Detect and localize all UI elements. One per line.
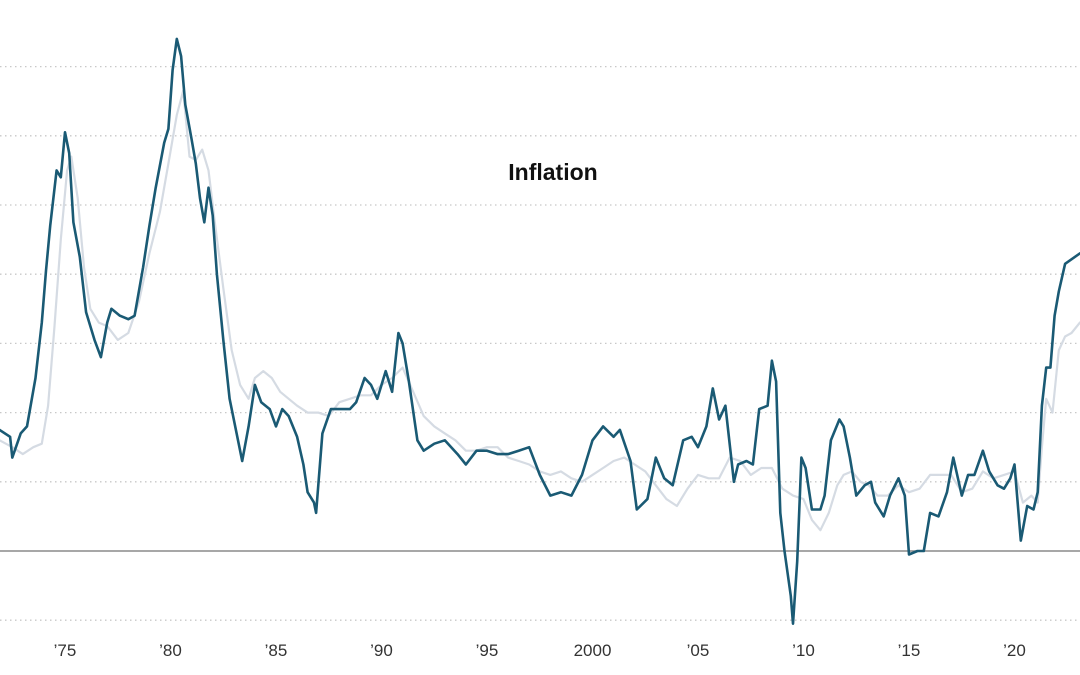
x-tick-label: ’95 <box>476 641 499 660</box>
x-tick-label: ’10 <box>792 641 815 660</box>
x-tick-label: 2000 <box>574 641 612 660</box>
x-tick-label: ’05 <box>687 641 710 660</box>
gridlines <box>0 65 1080 621</box>
x-tick-label: ’15 <box>898 641 921 660</box>
chart-title: Inflation <box>508 159 597 185</box>
x-tick-label: ’85 <box>265 641 288 660</box>
x-tick-label: ’20 <box>1003 641 1026 660</box>
x-tick-label: ’75 <box>54 641 77 660</box>
series-lines <box>0 37 1080 625</box>
series-line-headline-inflation <box>0 37 1080 625</box>
x-tick-label: ’80 <box>159 641 182 660</box>
x-axis-ticks: ’75 ’80 ’85 ’90 ’95 2000 ’05 ’10 ’15 ’20 <box>54 641 1026 660</box>
series-line-core-inflation <box>0 89 1080 532</box>
x-tick-label: ’90 <box>370 641 393 660</box>
